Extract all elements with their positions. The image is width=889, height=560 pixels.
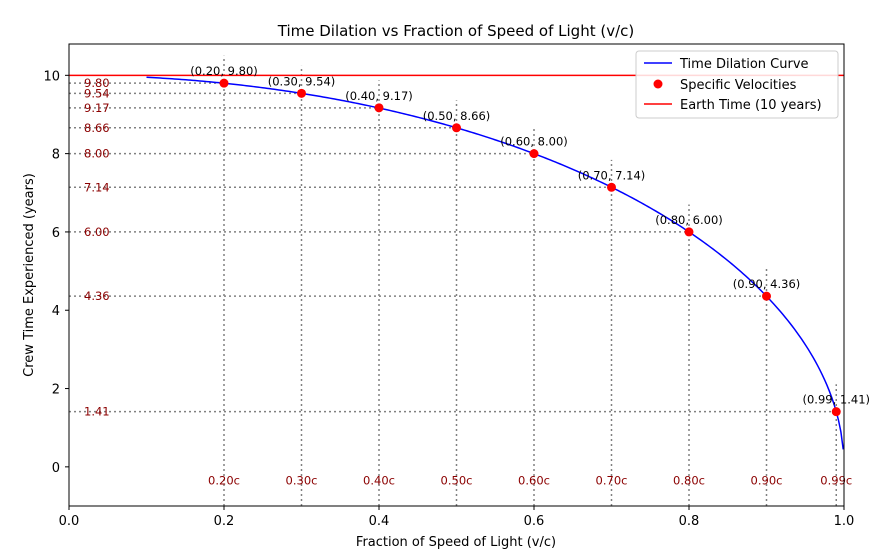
y-ref-label: 6.00	[84, 225, 110, 239]
axes-frame	[68, 43, 845, 507]
y-tick-label: 8	[52, 148, 60, 163]
x-axis-ticks: 0.0 0.2 0.4 0.6 0.8 1.0	[59, 506, 855, 529]
data-point	[297, 88, 306, 98]
x-tick-label: 0.6	[524, 514, 545, 529]
data-point-label: (0.99, 1.41)	[803, 393, 871, 407]
y-ref-label: 7.14	[84, 180, 110, 194]
y-tick-label: 4	[52, 304, 60, 319]
data-point-label: (0.70, 7.14)	[578, 168, 646, 182]
y-ref-label: 1.41	[84, 405, 110, 419]
x-ref-label: 0.90c	[751, 473, 783, 487]
x-ref-label: 0.60c	[518, 473, 550, 487]
time-dilation-curve	[146, 76, 844, 450]
x-tick-label: 0.2	[214, 514, 235, 529]
x-tick-label: 0.4	[369, 514, 390, 529]
y-tick-label: 6	[52, 226, 60, 241]
x-ref-label: 0.99c	[820, 473, 852, 487]
y-tick-label: 10	[43, 69, 60, 84]
data-point	[831, 407, 841, 417]
data-point	[762, 291, 771, 301]
x-tick-label: 1.0	[834, 514, 855, 529]
x-ref-label: 0.80c	[673, 473, 705, 487]
data-point	[607, 182, 616, 192]
data-point-label: (0.50, 8.66)	[423, 109, 491, 123]
x-ref-label: 0.70c	[596, 473, 628, 487]
legend-label-earth: Earth Time (10 years)	[680, 98, 822, 113]
data-point-label: (0.30, 9.54)	[268, 74, 336, 88]
legend-box	[635, 50, 839, 119]
x-tick-label: 0.8	[679, 514, 700, 529]
y-ref-label: 9.80	[84, 76, 110, 90]
data-point	[374, 103, 384, 113]
y-tick-label: 0	[52, 461, 60, 476]
y-ref-label: 9.54	[84, 86, 110, 100]
x-ref-label: 0.30c	[286, 473, 318, 487]
x-ref-label: 0.40c	[363, 473, 395, 487]
data-point-label: (0.40, 9.17)	[345, 89, 413, 103]
x-tick-label: 0.0	[59, 514, 80, 529]
y-ref-label: 8.00	[84, 147, 110, 161]
reference-lines	[69, 55, 837, 506]
data-point	[452, 123, 461, 133]
legend-label-curve: Time Dilation Curve	[679, 57, 809, 72]
data-point-label: (0.60, 8.00)	[500, 135, 568, 149]
data-point	[684, 227, 694, 237]
y-ref-label: 9.17	[84, 101, 110, 115]
y-ref-label: 4.36	[84, 289, 110, 303]
legend-swatch-points	[653, 79, 663, 89]
legend: Time Dilation Curve Specific Velocities …	[635, 50, 839, 119]
x-ref-label: 0.20c	[208, 473, 240, 487]
x-ref-label: 0.50c	[441, 473, 473, 487]
y-axis-label: Crew Time Experienced (years)	[22, 173, 37, 377]
y-tick-label: 2	[52, 383, 60, 398]
data-point-label: (0.80, 6.00)	[655, 213, 723, 227]
data-point-label: (0.20, 9.80)	[190, 64, 258, 78]
data-point	[529, 149, 539, 159]
y-axis-ticks: 0 2 4 6 8 10	[43, 69, 69, 476]
data-point	[219, 78, 229, 88]
y-ref-label: 8.66	[84, 121, 110, 135]
legend-label-points: Specific Velocities	[680, 78, 797, 93]
data-point-label: (0.90, 4.36)	[733, 277, 801, 291]
chart-title: Time Dilation vs Fraction of Speed of Li…	[277, 22, 634, 40]
x-axis-label: Fraction of Speed of Light (v/c)	[356, 535, 556, 550]
